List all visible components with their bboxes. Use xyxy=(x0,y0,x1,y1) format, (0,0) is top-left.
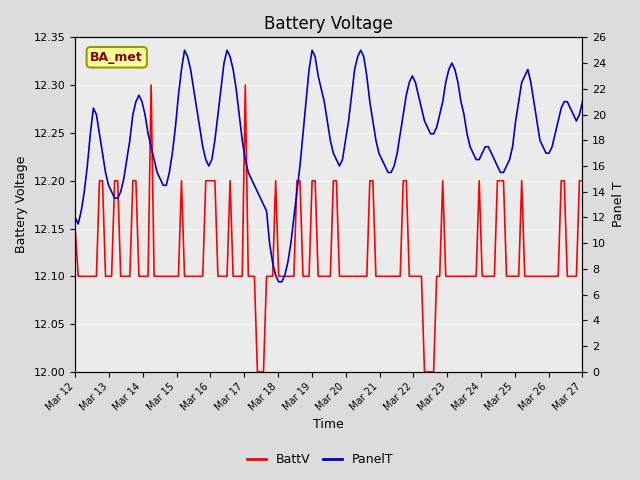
PanelT xyxy=(248,176,255,182)
PanelT xyxy=(180,48,188,53)
X-axis label: Time: Time xyxy=(314,419,344,432)
Title: Battery Voltage: Battery Voltage xyxy=(264,15,394,33)
BattV xyxy=(481,274,489,279)
Line: PanelT: PanelT xyxy=(75,50,582,282)
Y-axis label: Battery Voltage: Battery Voltage xyxy=(15,156,28,253)
BattV xyxy=(253,369,261,375)
PanelT xyxy=(163,182,170,188)
BattV xyxy=(71,226,79,231)
PanelT xyxy=(481,144,489,150)
BattV xyxy=(579,178,586,184)
PanelT xyxy=(375,150,383,156)
Text: BA_met: BA_met xyxy=(90,51,143,64)
PanelT xyxy=(579,99,586,105)
BattV xyxy=(248,274,255,279)
BattV xyxy=(366,178,374,184)
BattV xyxy=(166,274,173,279)
PanelT xyxy=(220,60,228,66)
PanelT xyxy=(275,279,282,285)
Y-axis label: Panel T: Panel T xyxy=(612,182,625,228)
BattV xyxy=(375,274,383,279)
BattV xyxy=(220,274,228,279)
PanelT xyxy=(366,99,374,105)
PanelT xyxy=(71,215,79,220)
Legend: BattV, PanelT: BattV, PanelT xyxy=(242,448,398,471)
Line: BattV: BattV xyxy=(75,85,582,372)
BattV xyxy=(147,82,155,88)
